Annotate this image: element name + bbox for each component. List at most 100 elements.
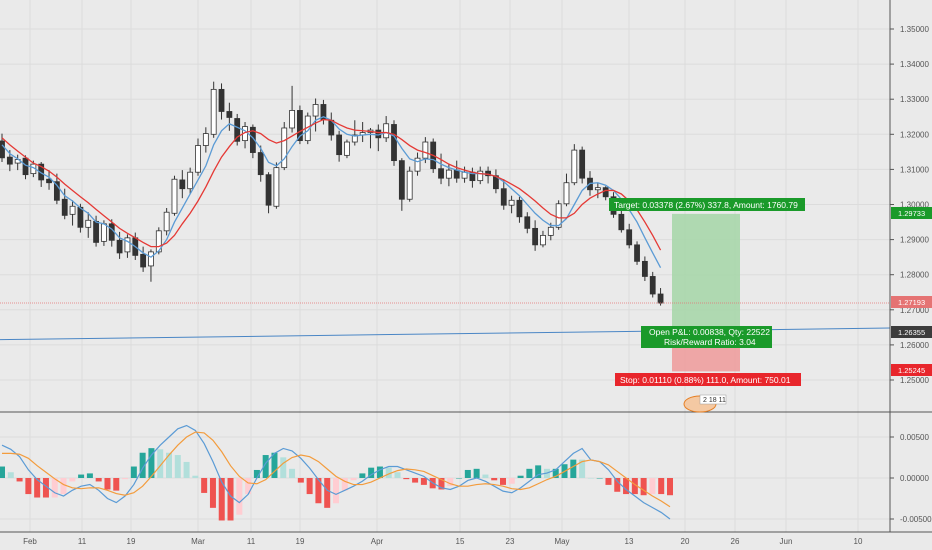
candle-down [618, 213, 625, 231]
candle-up [571, 149, 578, 184]
macd-histogram-bar [500, 478, 506, 485]
candle-up [148, 251, 154, 267]
candle-down [226, 111, 233, 118]
macd-histogram-bar [552, 468, 559, 478]
indicator-tick-label: 0.00500 [900, 433, 929, 442]
macd-histogram-bar [42, 478, 49, 498]
pnl-label-box [641, 326, 772, 348]
ma-red-line [1, 118, 662, 251]
macd-histogram-bar [297, 478, 304, 483]
target-price-badge-box [891, 207, 932, 219]
macd-histogram-bar [130, 466, 137, 478]
macd-histogram-bar [359, 473, 366, 478]
macd-histogram-bar [667, 478, 673, 496]
candle-down [93, 220, 99, 243]
candle-up [547, 226, 554, 236]
candle-up [344, 141, 350, 156]
time-tick-label: 19 [127, 537, 136, 546]
macd-histogram-bar [0, 466, 5, 478]
macd-histogram-bar [473, 468, 480, 478]
candle-up [477, 170, 484, 182]
candle-down [108, 223, 115, 241]
candle-down [336, 134, 343, 156]
price-tick-label: 1.33000 [900, 95, 929, 104]
pnl-label[interactable]: Open P&L: 0.00838, Qty: 22522 Risk/Rewar… [641, 326, 772, 348]
macd-histogram-bar [174, 455, 181, 478]
candle-down [38, 163, 45, 181]
stop-price-badge-box [891, 364, 932, 376]
macd-histogram-bar [517, 475, 524, 478]
target-label[interactable]: Target: 0.03378 (2.67%) 337.8, Amount: 1… [609, 198, 805, 211]
candle-down [493, 175, 499, 190]
time-tick-label: 26 [731, 537, 740, 546]
time-tick-label: 11 [247, 537, 256, 546]
candle-up [101, 223, 107, 242]
time-tick-label: 23 [506, 537, 515, 546]
candle-up [171, 178, 178, 214]
macd-histogram-bar [315, 478, 322, 504]
macd-histogram-bar [658, 478, 665, 495]
macd-histogram-bar [482, 474, 489, 478]
candle-down [234, 118, 241, 142]
entry-price-badge-text: 1.26355 [898, 328, 925, 337]
macd-histogram-bar [579, 459, 586, 478]
macd-histogram-bar [587, 478, 594, 479]
macd-histogram-bar [139, 452, 146, 478]
candle-down [657, 293, 664, 304]
events-count-box [699, 394, 727, 405]
macd-histogram-bar [640, 478, 647, 496]
time-tick-label: 20 [681, 537, 690, 546]
macd-histogram-bar [464, 469, 471, 478]
candle-up [195, 145, 201, 173]
macd-histogram-bar [60, 478, 67, 495]
candle-down [524, 216, 531, 229]
candle-up [406, 170, 413, 200]
macd-histogram-bar [253, 469, 260, 478]
current-price-badge-text: 1.27193 [898, 298, 925, 307]
candle-up [383, 123, 390, 139]
candle-down [453, 169, 460, 179]
stop-label[interactable]: Stop: 0.01110 (0.88%) 111.0, Amount: 750… [615, 373, 801, 386]
candle-up [187, 171, 194, 190]
stop-label-box [615, 373, 801, 386]
time-tick-label: Jun [780, 537, 793, 546]
macd-histogram-bar [447, 478, 454, 487]
time-tick-label: 15 [456, 537, 465, 546]
price-tick-label: 1.28000 [900, 271, 929, 280]
macd-histogram-bar [649, 478, 656, 495]
macd-histogram-bar [245, 478, 252, 495]
macd-histogram-bar [95, 478, 102, 482]
candle-down [265, 174, 272, 206]
macd-histogram-bar [157, 449, 164, 478]
candle-up [351, 134, 358, 143]
candle-down [140, 253, 147, 268]
time-axis[interactable]: Feb 11 19 Mar 11 19 Apr 15 23 May 13 20 26 Jun 10 [23, 537, 863, 546]
time-tick-label: 11 [78, 537, 87, 546]
price-axis[interactable]: 1.35000 1.34000 1.33000 1.32000 1.31000 1.300… [890, 25, 929, 385]
time-tick-label: 13 [625, 537, 634, 546]
candle-down [500, 188, 507, 206]
macd-histogram-bar [271, 452, 278, 478]
macd-histogram-bar [623, 478, 630, 495]
target-label-box [609, 198, 805, 211]
candle-up [508, 199, 515, 206]
macd-histogram-bar [596, 478, 603, 479]
macd-histogram-bar [262, 455, 269, 478]
macd-histogram-bar [420, 478, 427, 485]
candle-down [602, 187, 609, 198]
macd-histogram-bar [192, 475, 199, 478]
candle-down [398, 160, 405, 200]
target-label-text: Target: 0.03378 (2.67%) 337.8, Amount: 1… [614, 200, 798, 210]
risk-reward-text: Risk/Reward Ratio: 3.04 [664, 337, 756, 347]
economic-events-badge[interactable]: 2 18 11 [683, 394, 727, 413]
macd-histogram-bar [376, 466, 383, 478]
price-tick-label: 1.27000 [900, 306, 929, 315]
time-tick-label: Apr [371, 537, 384, 546]
macd-histogram-bar [218, 478, 225, 521]
macd-histogram-bar [333, 478, 339, 504]
indicator-axis[interactable]: 0.00500 0.00000 -0.00500 [890, 433, 932, 524]
candle-up [163, 211, 170, 232]
candle-up [414, 157, 421, 172]
